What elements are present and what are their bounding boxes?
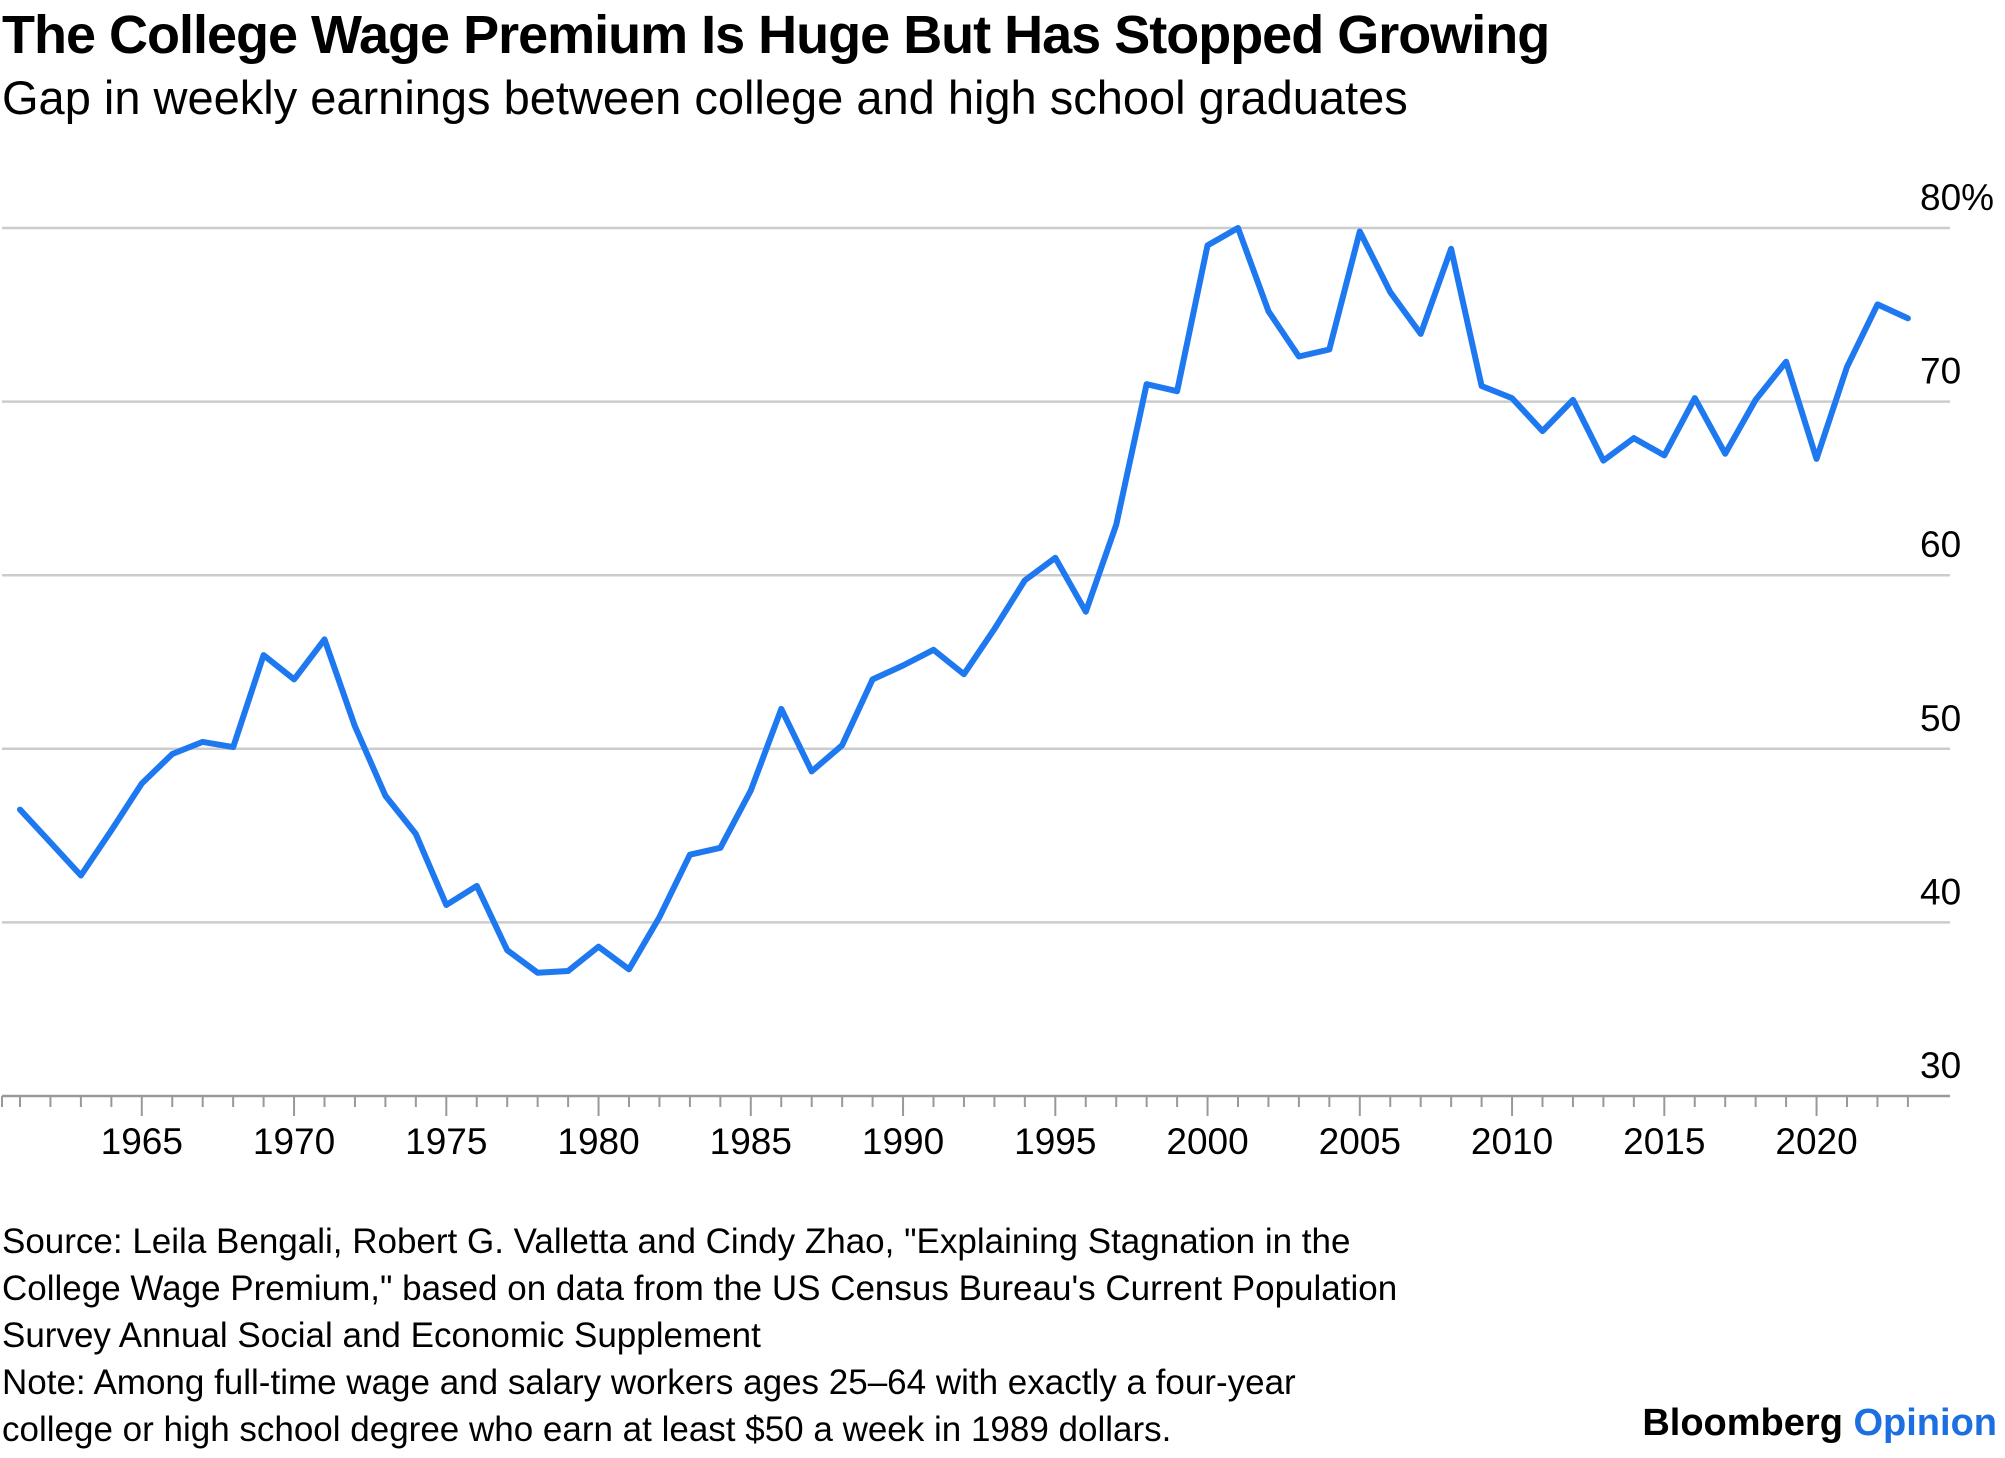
data-point [748, 787, 754, 793]
y-tick-label: 60 [1920, 524, 1961, 565]
data-point [1600, 458, 1606, 464]
data-point [596, 944, 602, 950]
x-tick-label: 1985 [710, 1121, 792, 1162]
data-point [1753, 397, 1759, 403]
x-tick-label: 1980 [557, 1121, 639, 1162]
data-point [931, 647, 936, 653]
x-tick-label: 1995 [1014, 1121, 1096, 1162]
data-point [200, 739, 206, 745]
data-point [443, 902, 449, 908]
data-point [809, 768, 815, 774]
data-point [78, 873, 84, 879]
data-point [1357, 228, 1363, 234]
data-point [108, 827, 114, 833]
series-line [17, 225, 1911, 976]
gridlines [2, 226, 1950, 924]
data-point [565, 968, 571, 974]
brand-logo: Bloomberg Opinion [1642, 1402, 1997, 1445]
x-tick-label: 1975 [405, 1121, 487, 1162]
data-point [1418, 331, 1424, 337]
source-note: Source: Leila Bengali, Robert G. Vallett… [2, 1218, 1622, 1453]
series-layer [17, 225, 1911, 976]
data-point [1326, 347, 1332, 353]
data-point [778, 706, 784, 712]
data-point [1814, 456, 1820, 462]
source-line: Survey Annual Social and Economic Supple… [2, 1316, 761, 1355]
data-point [169, 751, 175, 757]
data-point [17, 807, 23, 813]
data-point [1235, 225, 1241, 231]
x-tick-label: 2010 [1471, 1121, 1553, 1162]
data-point [322, 636, 327, 642]
data-point [656, 914, 662, 920]
data-point [1174, 388, 1180, 394]
data-point [1540, 428, 1545, 434]
data-point [291, 676, 297, 682]
data-point [1783, 359, 1789, 365]
data-point [1874, 301, 1880, 307]
data-point [961, 671, 967, 677]
data-point [839, 742, 845, 748]
chart-subtitle: Gap in weekly earnings between college a… [2, 71, 1408, 124]
data-point [1692, 395, 1698, 401]
data-point [230, 744, 236, 750]
source-line: College Wage Premium," based on data fro… [2, 1269, 1398, 1308]
y-tick-label: 40 [1920, 871, 1961, 912]
data-point [1509, 395, 1515, 401]
data-point [1144, 381, 1150, 387]
y-tick-label: 50 [1920, 698, 1961, 739]
data-point [1479, 383, 1485, 389]
data-point [1022, 577, 1028, 583]
data-point [535, 970, 541, 976]
data-point [1570, 397, 1576, 403]
data-point [717, 845, 723, 851]
note-line: Note: Among full-time wage and salary wo… [2, 1363, 1296, 1402]
data-point [1113, 522, 1119, 528]
y-tick-label: 30 [1920, 1045, 1961, 1086]
data-point [1905, 315, 1911, 321]
data-point [900, 662, 906, 668]
data-point [1631, 435, 1637, 441]
data-point [1296, 353, 1302, 359]
x-tick-label: 2000 [1166, 1121, 1248, 1162]
data-point [1387, 289, 1393, 295]
data-point [1052, 555, 1058, 561]
data-point [382, 793, 388, 799]
data-point [1722, 451, 1728, 457]
y-tick-label: 80% [1920, 177, 1994, 218]
data-point [139, 781, 145, 787]
data-point [991, 626, 997, 632]
data-point [1205, 242, 1211, 248]
x-tick-label: 1970 [253, 1121, 335, 1162]
data-point [261, 652, 267, 658]
data-point [687, 852, 693, 858]
data-point [413, 831, 419, 837]
data-point [1661, 452, 1667, 458]
x-tick-label: 2015 [1623, 1121, 1705, 1162]
chart-title: The College Wage Premium Is Huge But Has… [2, 5, 1550, 65]
data-point [1265, 308, 1271, 314]
x-axis: 1965 1970 1975 1980 1985 1990 1995 2000 2005 2010… [1, 1094, 1950, 1162]
data-point [352, 723, 358, 729]
x-tick-label: 1990 [862, 1121, 944, 1162]
x-tick-label: 2005 [1319, 1121, 1401, 1162]
data-point [626, 966, 632, 972]
data-point [870, 676, 876, 682]
brand-section: Opinion [1853, 1402, 1997, 1444]
data-point [1448, 246, 1454, 252]
brand-name: Bloomberg [1642, 1402, 1843, 1444]
x-tick-label: 2020 [1775, 1121, 1857, 1162]
data-point [504, 947, 510, 953]
y-tick-label: 70 [1920, 351, 1961, 392]
note-line: college or high school degree who earn a… [2, 1410, 1172, 1449]
data-point [474, 883, 480, 889]
data-point [47, 840, 53, 846]
x-tick-label: 1965 [101, 1121, 183, 1162]
source-line: Source: Leila Bengali, Robert G. Vallett… [2, 1222, 1351, 1261]
data-point [1844, 364, 1850, 370]
y-axis-ticks: 30 40 50 60 70 80% [1920, 177, 1994, 1086]
data-point [1083, 609, 1089, 615]
